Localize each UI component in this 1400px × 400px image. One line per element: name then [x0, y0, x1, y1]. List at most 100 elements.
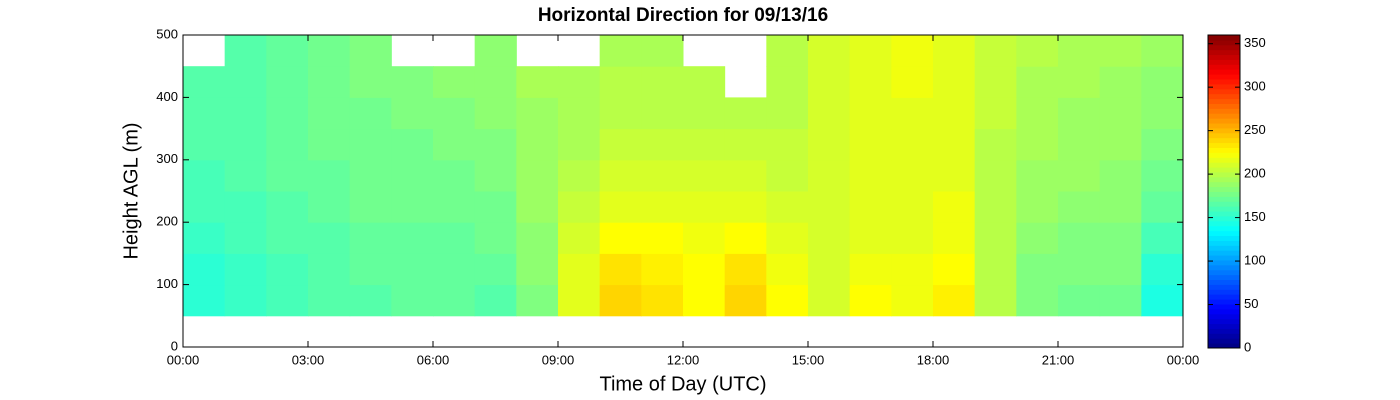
colorbar-segment — [1208, 299, 1240, 305]
heatmap-cell — [641, 35, 684, 67]
colorbar-segment — [1208, 142, 1240, 148]
x-tick-label: 00:00 — [1167, 352, 1200, 367]
y-tick-label: 400 — [156, 89, 178, 104]
colorbar-segment — [1208, 181, 1240, 188]
heatmap-cell — [849, 97, 892, 130]
colorbar-segment — [1208, 108, 1240, 114]
heatmap-cell — [516, 97, 559, 130]
heatmap-cell — [349, 284, 392, 317]
heatmap-cell — [599, 128, 642, 161]
heatmap-cell — [1016, 253, 1059, 286]
heatmap-cell — [349, 253, 392, 286]
heatmap-cell — [558, 159, 601, 192]
x-axis-label: Time of Day (UTC) — [599, 373, 766, 395]
heatmap-cell — [891, 191, 934, 223]
heatmap-cell — [349, 97, 392, 130]
heatmap-cell — [1058, 159, 1101, 192]
heatmap-cell — [308, 222, 351, 254]
heatmap-cell — [891, 253, 934, 286]
heatmap-cell — [808, 253, 851, 286]
colorbar-segment — [1208, 245, 1240, 251]
heatmap-cell — [391, 253, 434, 286]
heatmap-cell — [1058, 97, 1101, 130]
heatmap-cell — [766, 97, 809, 130]
heatmap-cell — [1016, 66, 1059, 98]
heatmap-cell — [641, 97, 684, 130]
heatmap-cell — [849, 253, 892, 286]
colorbar-segment — [1208, 64, 1240, 70]
heatmap-cell — [1016, 191, 1059, 223]
heatmap-cell — [433, 66, 476, 98]
heatmap-cell — [474, 222, 517, 254]
heatmap-cell — [1099, 284, 1142, 317]
colorbar-segment — [1208, 83, 1240, 90]
colorbar-segment — [1208, 328, 1240, 334]
colorbar-segment — [1208, 39, 1240, 46]
heatmap-cell — [266, 191, 309, 223]
heatmap-cell — [641, 128, 684, 161]
heatmap-cell — [474, 97, 517, 130]
colorbar-segment — [1208, 88, 1240, 95]
heatmap-cell — [641, 222, 684, 254]
heatmap-cell — [349, 35, 392, 67]
heatmap-cell — [349, 128, 392, 161]
heatmap-cell — [183, 284, 226, 317]
heatmap-cell — [391, 284, 434, 317]
heatmap-cell — [516, 128, 559, 161]
colorbar-segment — [1208, 118, 1240, 124]
heatmap-cell — [433, 253, 476, 286]
heatmap-cell — [474, 35, 517, 67]
heatmap-cell — [683, 159, 726, 192]
heatmap-cell — [1058, 191, 1101, 223]
heatmap-cell — [933, 35, 976, 67]
heatmap-cell — [433, 128, 476, 161]
heatmap-cell — [641, 66, 684, 98]
heatmap-cell — [933, 128, 976, 161]
heatmap-cell — [766, 35, 809, 67]
heatmap-cell — [183, 97, 226, 130]
chart-title: Horizontal Direction for 09/13/16 — [538, 5, 828, 26]
heatmap-cell — [183, 128, 226, 161]
colorbar-segment — [1208, 259, 1240, 266]
heatmap-cell — [308, 35, 351, 67]
heatmap-cell — [224, 97, 267, 130]
heatmap-cell — [391, 159, 434, 192]
heatmap-cell — [599, 35, 642, 67]
colorbar-tick-label: 50 — [1244, 296, 1258, 311]
colorbar-segment — [1208, 279, 1240, 285]
x-tick-label: 12:00 — [667, 352, 700, 367]
heatmap-cell — [391, 222, 434, 254]
heatmap-cell — [599, 159, 642, 192]
colorbar-segment — [1208, 113, 1240, 119]
heatmap-cell — [266, 35, 309, 67]
heatmap-cell — [1058, 253, 1101, 286]
heatmap-cell — [1016, 159, 1059, 192]
colorbar-segment — [1208, 162, 1240, 168]
heatmap-cell — [933, 97, 976, 130]
colorbar-segment — [1208, 201, 1240, 207]
heatmap-cell — [849, 191, 892, 223]
colorbar-segment — [1208, 211, 1240, 217]
heatmap-cell — [1141, 191, 1184, 223]
heatmap-cell — [1099, 66, 1142, 98]
heatmap-cell — [516, 66, 559, 98]
x-tick-label: 18:00 — [917, 352, 950, 367]
heatmap-cell — [391, 97, 434, 130]
heatmap-cell — [599, 284, 642, 317]
heatmap-cell — [266, 97, 309, 130]
colorbar-segment — [1208, 220, 1240, 227]
heatmap-cell — [433, 159, 476, 192]
colorbar-segment — [1208, 167, 1240, 173]
colorbar-tick-label: 100 — [1244, 252, 1266, 267]
y-tick-label: 100 — [156, 276, 178, 291]
heatmap-cell — [724, 128, 767, 161]
colorbar-segment — [1208, 264, 1240, 271]
colorbar-segment — [1208, 171, 1240, 178]
heatmap-cell — [224, 284, 267, 317]
heatmap-cell — [1099, 253, 1142, 286]
heatmap-cell — [349, 191, 392, 223]
heatmap-cell — [1058, 128, 1101, 161]
heatmap-cell — [1099, 97, 1142, 130]
heatmap-cell — [516, 284, 559, 317]
